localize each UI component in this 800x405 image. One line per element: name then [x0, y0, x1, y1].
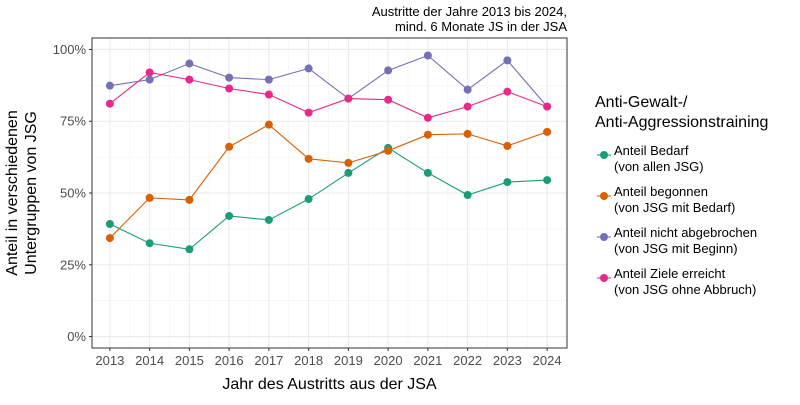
data-point [145, 193, 154, 202]
x-tick-label: 2019 [334, 353, 363, 368]
series-anteil-ziele-erreicht [105, 68, 552, 122]
x-tick-label: 2018 [294, 353, 323, 368]
x-tick-label: 2015 [175, 353, 204, 368]
data-point [264, 215, 273, 224]
legend-label: Anteil nicht abgebrochen [614, 225, 757, 240]
x-tick-label: 2013 [95, 353, 124, 368]
data-point [145, 75, 154, 84]
x-axis: 2013 2014 2015 2016 2017 2018 2019 2020 2021 2022… [95, 348, 562, 368]
y-axis-label-line2: Untergruppen von JSG [23, 111, 40, 275]
data-point [304, 64, 313, 73]
x-tick-label: 2014 [135, 353, 164, 368]
data-point [225, 73, 234, 82]
data-point [423, 113, 432, 122]
data-point [225, 211, 234, 220]
data-point [185, 245, 194, 254]
grid [92, 38, 567, 348]
data-point [423, 130, 432, 139]
y-tick-label: 75% [60, 114, 86, 129]
chart-subtitle: mind. 6 Monate JS in der JSA [395, 19, 567, 34]
data-point [225, 142, 234, 151]
series-anteil-begonnen [105, 120, 552, 243]
y-tick-label: 100% [53, 42, 87, 57]
legend-label-sub: (von JSG mit Beginn) [614, 241, 738, 256]
legend-title-line2: Anti-Aggressionstraining [595, 114, 768, 131]
series-layer [105, 51, 552, 254]
data-point [105, 81, 114, 90]
legend-label-sub: (von allen JSG) [614, 159, 704, 174]
legend-key-point [600, 233, 608, 241]
series-line [109, 124, 548, 239]
data-point [543, 127, 552, 136]
data-point [543, 102, 552, 111]
data-point [344, 168, 353, 177]
y-axis-label-line1: Anteil in verschiedenen [4, 110, 21, 275]
legend: Anti-Gewalt-/ Anti-Aggressionstraining A… [595, 94, 768, 297]
x-tick-label: 2017 [254, 353, 283, 368]
legend-key-point [600, 274, 608, 282]
x-tick-label: 2020 [374, 353, 403, 368]
data-point [145, 68, 154, 77]
data-point [503, 56, 512, 65]
x-tick-label: 2022 [453, 353, 482, 368]
data-point [304, 195, 313, 204]
x-axis-label: Jahr des Austritts aus der JSA [222, 376, 437, 393]
data-point [185, 75, 194, 84]
data-point [463, 129, 472, 138]
y-axis: 0% 25% 50% 75% 100% [53, 42, 92, 344]
data-point [384, 95, 393, 104]
data-point [344, 158, 353, 167]
data-point [344, 94, 353, 103]
data-point [423, 168, 432, 177]
y-tick-label: 50% [60, 186, 86, 201]
data-point [503, 141, 512, 150]
data-point [384, 66, 393, 75]
data-point [145, 239, 154, 248]
data-point [463, 102, 472, 111]
data-point [264, 120, 273, 129]
x-tick-label: 2024 [533, 353, 562, 368]
legend-key-point [600, 192, 608, 200]
data-point [105, 234, 114, 243]
legend-label-sub: (von JSG ohne Abbruch) [614, 282, 756, 297]
data-point [105, 99, 114, 108]
legend-label: Anteil Ziele erreicht [614, 266, 726, 281]
x-tick-label: 2023 [493, 353, 522, 368]
data-point [423, 51, 432, 60]
data-point [304, 154, 313, 163]
legend-label-sub: (von JSG mit Bedarf) [614, 200, 735, 215]
data-point [264, 75, 273, 84]
series-line [109, 54, 548, 107]
data-point [503, 178, 512, 187]
x-tick-label: 2016 [215, 353, 244, 368]
x-tick-label: 2021 [413, 353, 442, 368]
data-point [185, 195, 194, 204]
series-line [109, 71, 548, 119]
data-point [503, 87, 512, 96]
y-tick-label: 25% [60, 257, 86, 272]
chart-title: Austritte der Jahre 2013 bis 2024, [372, 4, 567, 19]
data-point [225, 84, 234, 93]
data-point [304, 108, 313, 117]
data-point [384, 146, 393, 155]
legend-title-line1: Anti-Gewalt-/ [595, 94, 688, 111]
legend-key-point [600, 151, 608, 159]
data-point [105, 220, 114, 228]
legend-label: Anteil begonnen [614, 184, 708, 199]
series-line [109, 147, 548, 250]
data-point [185, 59, 194, 68]
data-point [463, 191, 472, 200]
legend-label: Anteil Bedarf [614, 143, 689, 158]
data-point [543, 176, 552, 185]
y-tick-label: 0% [67, 329, 86, 344]
data-point [264, 90, 273, 99]
data-point [463, 85, 472, 94]
